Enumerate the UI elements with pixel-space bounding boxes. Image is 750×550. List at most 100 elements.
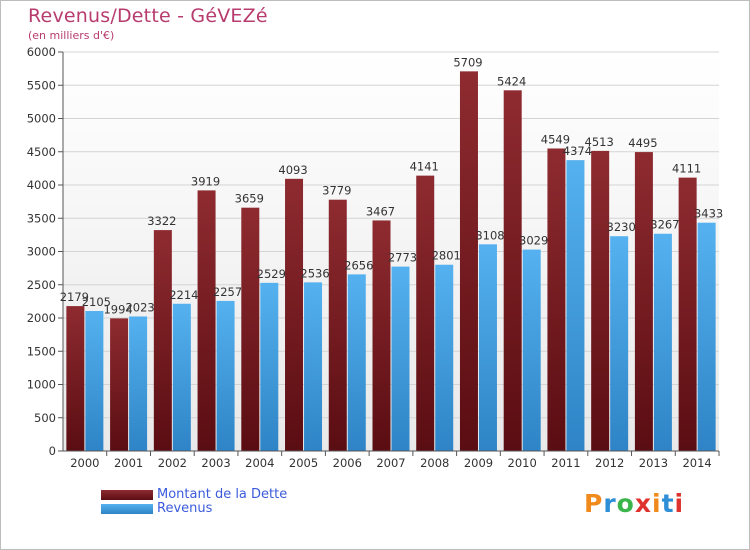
data-label: 3433 bbox=[694, 207, 723, 221]
y-tick-label: 1000 bbox=[27, 378, 56, 392]
x-tick-label: 2006 bbox=[333, 456, 362, 470]
bar-dette bbox=[459, 71, 478, 451]
y-tick-label: 6000 bbox=[27, 45, 56, 59]
bar-dette bbox=[285, 178, 304, 452]
bar-dette bbox=[634, 152, 653, 451]
data-label: 1994 bbox=[103, 302, 132, 316]
logo-letter: o bbox=[616, 489, 635, 518]
data-label: 2656 bbox=[344, 258, 373, 272]
bar-revenus bbox=[347, 274, 366, 451]
legend-swatch-revenus bbox=[101, 504, 153, 514]
x-tick-label: 2014 bbox=[682, 456, 711, 470]
bar-revenus bbox=[697, 222, 716, 451]
x-tick-label: 2010 bbox=[508, 456, 537, 470]
bar-dette bbox=[503, 90, 522, 451]
axes: 0 500 1000 1500 2000 2500 3000 3500 4000 4500 5000… bbox=[27, 45, 720, 470]
data-label: 3267 bbox=[650, 218, 679, 232]
bar-dette bbox=[241, 207, 260, 451]
bar-dette bbox=[110, 318, 129, 451]
bar-dette bbox=[678, 177, 697, 451]
bar-revenus bbox=[129, 316, 148, 451]
x-tick-label: 2008 bbox=[420, 456, 449, 470]
logo-letter: i bbox=[674, 489, 685, 518]
bars bbox=[66, 71, 716, 452]
logo-letter: P bbox=[584, 489, 604, 518]
y-tick-label: 2000 bbox=[27, 311, 56, 325]
bar-dette bbox=[153, 230, 172, 451]
bar-revenus bbox=[216, 300, 235, 451]
x-tick-label: 2002 bbox=[158, 456, 187, 470]
proxiti-logo: Proxiti bbox=[584, 489, 684, 518]
bar-revenus bbox=[85, 311, 104, 451]
data-label: 4495 bbox=[628, 136, 657, 150]
legend-label-revenus: Revenus bbox=[157, 501, 213, 516]
y-tick-label: 2500 bbox=[27, 278, 56, 292]
bar-revenus bbox=[610, 236, 629, 451]
data-label: 3659 bbox=[235, 192, 264, 206]
data-label: 2105 bbox=[82, 295, 111, 309]
y-tick-label: 1500 bbox=[27, 344, 56, 358]
logo-letter: i bbox=[652, 489, 662, 518]
data-label: 2773 bbox=[388, 251, 417, 265]
data-label: 2801 bbox=[432, 249, 461, 263]
x-tick-label: 2003 bbox=[201, 456, 230, 470]
x-tick-label: 2001 bbox=[114, 456, 143, 470]
data-label: 3919 bbox=[191, 174, 220, 188]
data-label: 4093 bbox=[278, 163, 307, 177]
y-tick-label: 4000 bbox=[27, 178, 56, 192]
bar-dette bbox=[416, 175, 435, 451]
logo-letter: t bbox=[661, 489, 675, 518]
data-label: 2257 bbox=[213, 285, 242, 299]
data-label: 2529 bbox=[257, 267, 286, 281]
x-tick-label: 2012 bbox=[595, 456, 624, 470]
bar-revenus bbox=[260, 282, 279, 451]
data-label: 3467 bbox=[366, 204, 395, 218]
logo-letter: r bbox=[603, 489, 617, 518]
data-label: 2023 bbox=[125, 300, 154, 314]
legend-swatch-dette bbox=[101, 490, 153, 500]
logo-letter: x bbox=[634, 489, 652, 518]
x-tick-label: 2005 bbox=[289, 456, 318, 470]
x-tick-label: 2009 bbox=[464, 456, 493, 470]
y-tick-label: 4500 bbox=[27, 145, 56, 159]
data-label: 2179 bbox=[60, 290, 89, 304]
bar-revenus bbox=[566, 160, 585, 451]
bar-revenus bbox=[653, 233, 672, 451]
data-label: 2536 bbox=[300, 266, 329, 280]
data-label: 3322 bbox=[147, 214, 176, 228]
data-label: 3108 bbox=[475, 228, 504, 242]
data-label: 4111 bbox=[672, 162, 701, 176]
x-tick-label: 2000 bbox=[70, 456, 99, 470]
data-label: 4549 bbox=[541, 132, 570, 146]
data-label: 4513 bbox=[585, 135, 614, 149]
x-tick-label: 2011 bbox=[551, 456, 580, 470]
bar-revenus bbox=[435, 264, 454, 451]
y-tick-label: 5000 bbox=[27, 112, 56, 126]
bar-revenus bbox=[391, 266, 410, 451]
grid-lines bbox=[63, 51, 719, 452]
y-tick-label: 500 bbox=[34, 411, 56, 425]
bar-revenus bbox=[172, 303, 191, 451]
bar-revenus bbox=[304, 282, 323, 451]
bar-dette bbox=[328, 199, 347, 451]
bar-dette bbox=[591, 150, 610, 451]
y-tick-label: 0 bbox=[49, 444, 56, 458]
y-tick-label: 3500 bbox=[27, 211, 56, 225]
x-tick-label: 2007 bbox=[376, 456, 405, 470]
bar-dette bbox=[197, 190, 216, 451]
bar-revenus bbox=[522, 249, 541, 451]
data-label: 5709 bbox=[453, 55, 482, 69]
data-label: 4141 bbox=[410, 160, 439, 174]
legend-label-dette: Montant de la Dette bbox=[157, 487, 288, 502]
data-label: 4374 bbox=[563, 144, 592, 158]
x-tick-label: 2013 bbox=[639, 456, 668, 470]
bar-dette bbox=[547, 148, 566, 451]
y-tick-label: 3000 bbox=[27, 245, 56, 259]
data-label: 5424 bbox=[497, 74, 526, 88]
y-tick-label: 5500 bbox=[27, 78, 56, 92]
bar-revenus bbox=[478, 244, 497, 451]
data-label: 3230 bbox=[607, 220, 636, 234]
